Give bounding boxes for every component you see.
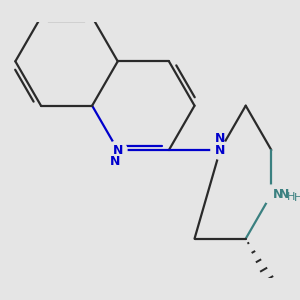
- Text: H: H: [286, 192, 295, 202]
- Circle shape: [109, 141, 127, 159]
- Text: H: H: [294, 194, 300, 203]
- Text: N: N: [273, 188, 283, 201]
- Circle shape: [262, 185, 280, 203]
- Circle shape: [211, 141, 229, 159]
- Text: N: N: [112, 143, 123, 157]
- Text: N: N: [279, 188, 289, 201]
- Text: N: N: [110, 155, 120, 168]
- Text: N: N: [215, 143, 225, 157]
- Text: N: N: [215, 132, 225, 145]
